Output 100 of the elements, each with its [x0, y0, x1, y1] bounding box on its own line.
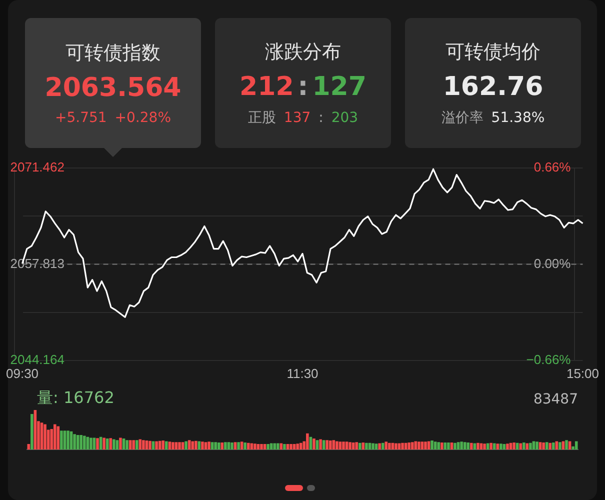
- bar: [128, 440, 132, 450]
- bar: [552, 442, 555, 450]
- bar: [506, 444, 509, 450]
- y-tick-label: 2044.164: [10, 352, 64, 367]
- text: 137: [284, 110, 311, 126]
- bar: [460, 442, 463, 450]
- bar: [240, 442, 244, 450]
- bar: [542, 442, 545, 450]
- bar: [437, 442, 440, 450]
- bar: [536, 442, 538, 450]
- text: 可转债均价: [446, 40, 540, 65]
- bar: [522, 442, 526, 450]
- bar: [332, 440, 336, 450]
- bar: [119, 438, 122, 450]
- bar: [424, 442, 427, 450]
- bar: [80, 434, 83, 450]
- bar: [466, 442, 470, 450]
- bar: [168, 442, 172, 450]
- bar: [296, 444, 299, 450]
- bar: [63, 430, 66, 450]
- text: 83487: [533, 392, 578, 408]
- bar: [283, 444, 286, 450]
- bar: [374, 444, 378, 450]
- bar: [96, 438, 99, 450]
- bar: [470, 442, 473, 450]
- bar: [322, 440, 326, 450]
- bar: [40, 422, 44, 450]
- bar: [126, 440, 128, 450]
- bar: [260, 444, 263, 450]
- y2-tick-label: −0.66%: [526, 352, 572, 367]
- text: 203: [331, 110, 358, 126]
- bar: [434, 442, 437, 450]
- bar: [135, 440, 138, 450]
- text: 量: 16762: [37, 388, 114, 408]
- y-tick-label: 2057.813: [10, 256, 64, 271]
- bar: [500, 444, 502, 450]
- bar: [116, 440, 119, 450]
- bar: [83, 436, 86, 450]
- bar: [201, 442, 204, 450]
- text: :: [298, 72, 308, 102]
- bar: [208, 442, 210, 450]
- text: :: [318, 110, 324, 126]
- bar: [378, 443, 381, 450]
- bar: [336, 441, 338, 450]
- bar: [56, 426, 60, 450]
- bar: [102, 438, 106, 450]
- y-tick-label: 2071.462: [10, 160, 64, 175]
- x-tick-label: 15:00: [566, 366, 600, 381]
- bar: [194, 440, 198, 450]
- bar: [401, 442, 404, 450]
- bar: [155, 441, 158, 450]
- bar: [365, 442, 368, 450]
- text: 2063.564: [44, 73, 182, 103]
- bar: [328, 440, 332, 450]
- bar: [529, 442, 532, 450]
- text: 可转债指数: [66, 41, 160, 66]
- bar: [148, 440, 152, 450]
- bar: [132, 440, 135, 450]
- bar: [338, 442, 342, 450]
- bar: [454, 442, 456, 450]
- bar: [490, 442, 492, 450]
- bar: [388, 442, 391, 450]
- bar: [276, 443, 280, 450]
- bar: [492, 443, 496, 450]
- bar: [217, 442, 220, 450]
- bar: [410, 442, 414, 450]
- bar: [548, 442, 552, 450]
- bar: [574, 441, 578, 450]
- y2-tick-label: 0.00%: [534, 256, 572, 271]
- bar: [237, 442, 240, 450]
- bar: [326, 440, 328, 450]
- text: +0.28%: [114, 110, 172, 126]
- x-tick-label: 09:30: [6, 366, 39, 381]
- bar: [483, 444, 486, 450]
- bar: [254, 444, 256, 450]
- bar: [184, 441, 188, 450]
- bar: [230, 442, 234, 450]
- bar: [430, 440, 434, 450]
- bar: [358, 442, 362, 450]
- text: 51.38%: [491, 110, 545, 126]
- bar: [447, 442, 450, 450]
- bar: [66, 430, 70, 450]
- bar: [112, 439, 116, 450]
- bar: [244, 442, 246, 450]
- bar: [44, 424, 46, 450]
- bar: [92, 438, 96, 450]
- bar: [394, 443, 398, 450]
- bar: [440, 442, 444, 450]
- bar: [476, 442, 480, 450]
- bar: [496, 444, 500, 450]
- bar: [512, 442, 516, 450]
- bar: [172, 442, 174, 450]
- y2-tick-label: 0.66%: [534, 160, 572, 175]
- bar: [27, 444, 30, 450]
- bar: [342, 442, 345, 450]
- bar: [420, 442, 424, 450]
- bar: [306, 433, 309, 450]
- bar: [164, 441, 168, 450]
- text: 127: [312, 72, 366, 102]
- text: 162.76: [442, 72, 544, 102]
